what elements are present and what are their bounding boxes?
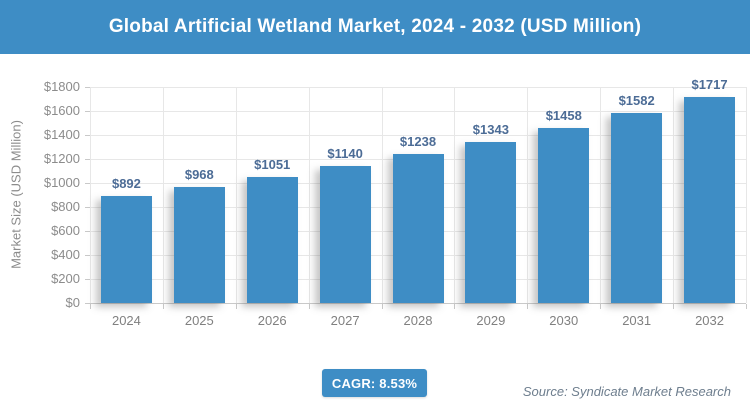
bar-value-label: $968 [184,166,214,182]
y-tick-label: $1600 [43,103,80,118]
x-tick [162,304,164,309]
x-tick [381,304,383,309]
v-gridline [162,87,164,303]
y-tick-label: $1800 [43,79,80,94]
x-tick [746,304,747,309]
y-tick-label: $800 [51,199,80,214]
y-tick [85,207,90,208]
v-gridline [90,87,91,303]
bar [538,128,590,303]
bar [246,176,298,303]
x-tick-label: 2032 [695,313,724,328]
x-tick-label: 2029 [476,313,506,328]
bar-value-label: $1717 [691,76,728,92]
x-tick [600,304,602,309]
y-tick [85,255,90,256]
bar [173,186,225,303]
x-axis-line [85,303,746,304]
h-gridline [90,135,746,136]
y-tick-label: $1400 [43,127,80,142]
bar-value-label: $1140 [327,146,363,162]
x-tick-label: 2028 [403,313,433,328]
y-tick-label: $200 [51,271,80,286]
v-gridline [308,87,310,303]
bar [319,166,371,303]
y-tick-label: $1200 [43,151,80,166]
h-gridline [90,87,746,88]
bar-value-label: $1343 [472,121,509,137]
bar-value-label: $1582 [618,93,655,109]
x-tick [454,304,456,309]
y-tick [85,87,90,88]
bar-value-label: $1238 [399,134,437,150]
bar [392,154,444,303]
y-tick-label: $600 [51,223,80,238]
v-gridline [235,87,237,303]
x-tick [527,304,529,309]
v-gridline [527,87,529,303]
bar [465,141,517,303]
y-tick-label: $0 [65,295,80,310]
bar-value-label: $1051 [254,156,291,172]
bar [611,113,663,303]
v-gridline [454,87,456,303]
x-tick [90,304,91,309]
y-tick-label: $1000 [43,175,80,190]
x-tick [235,304,237,309]
bar-value-label: $1458 [545,108,582,124]
chart-title-bar: Global Artificial Wetland Market, 2024 -… [0,0,750,54]
x-tick [673,304,675,309]
bar [684,96,736,303]
y-tick [85,135,90,136]
v-gridline [673,87,675,303]
x-tick [308,304,310,309]
chart-title: Global Artificial Wetland Market, 2024 -… [108,16,642,37]
x-tick-label: 2031 [622,313,652,328]
x-tick-label: 2026 [257,313,287,328]
cagr-badge: CAGR: 8.53% [322,369,427,397]
bar-value-label: $892 [111,175,141,191]
bar [100,195,152,303]
x-tick-label: 2030 [549,313,579,328]
y-tick-label: $400 [51,247,80,262]
v-gridline [381,87,383,303]
v-gridline [600,87,602,303]
source-attribution: Source: Syndicate Market Research [522,384,731,399]
y-tick [85,159,90,160]
y-axis-title: Market Size (USD Million) [8,120,24,269]
y-tick [85,279,90,280]
y-tick [85,111,90,112]
h-gridline [90,111,746,112]
v-gridline [746,87,747,303]
x-tick-label: 2024 [111,313,141,328]
x-tick-label: 2027 [330,313,360,328]
x-tick-label: 2025 [184,313,214,328]
y-tick [85,183,90,184]
y-tick [85,231,90,232]
